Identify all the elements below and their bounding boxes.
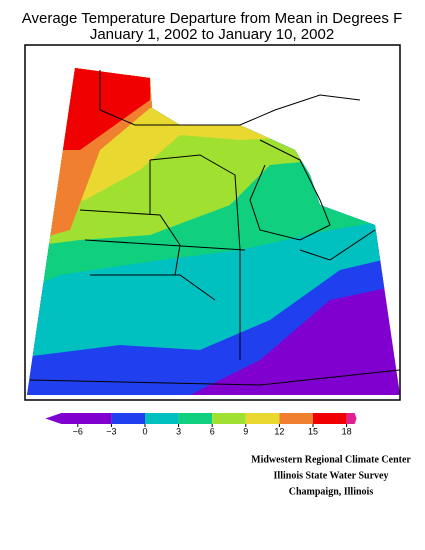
colorbar-tick-label: 12	[274, 426, 284, 436]
borders	[29, 70, 401, 386]
colorbar-tick-label: −6	[73, 426, 83, 436]
colorbar-segment	[145, 413, 179, 424]
credit: Illinois State Water Survey	[274, 470, 389, 481]
colorbar-tick-label: 15	[308, 426, 318, 436]
title: Average Temperature Departure from Mean …	[22, 10, 402, 27]
colorbar: −6 −3 0 3 6 9 12 15 18	[45, 413, 357, 436]
colorbar-segment	[178, 413, 213, 424]
colorbar-tick-label: 3	[176, 426, 181, 436]
colorbar-tick-label: −3	[106, 426, 116, 436]
colorbar-segment	[245, 413, 280, 424]
credit: Champaign, Illinois	[289, 486, 374, 497]
colorbar-tick-label: 18	[342, 426, 352, 436]
colorbar-tick-label: 9	[243, 426, 248, 436]
credit: Midwestern Regional Climate Center	[251, 454, 411, 465]
colorbar-segment	[212, 413, 246, 424]
temperature-field	[27, 68, 400, 395]
map-frame	[24, 44, 401, 401]
colorbar-segment	[45, 413, 112, 424]
colorbar-segment	[279, 413, 313, 424]
colorbar-segment	[313, 413, 347, 424]
colorbar-segment	[111, 413, 145, 424]
colorbar-tick-label: 0	[142, 426, 147, 436]
colorbar-segment	[346, 413, 357, 424]
subtitle: January 1, 2002 to January 10, 2002	[90, 26, 334, 43]
colorbar-tick-label: 6	[210, 426, 215, 436]
